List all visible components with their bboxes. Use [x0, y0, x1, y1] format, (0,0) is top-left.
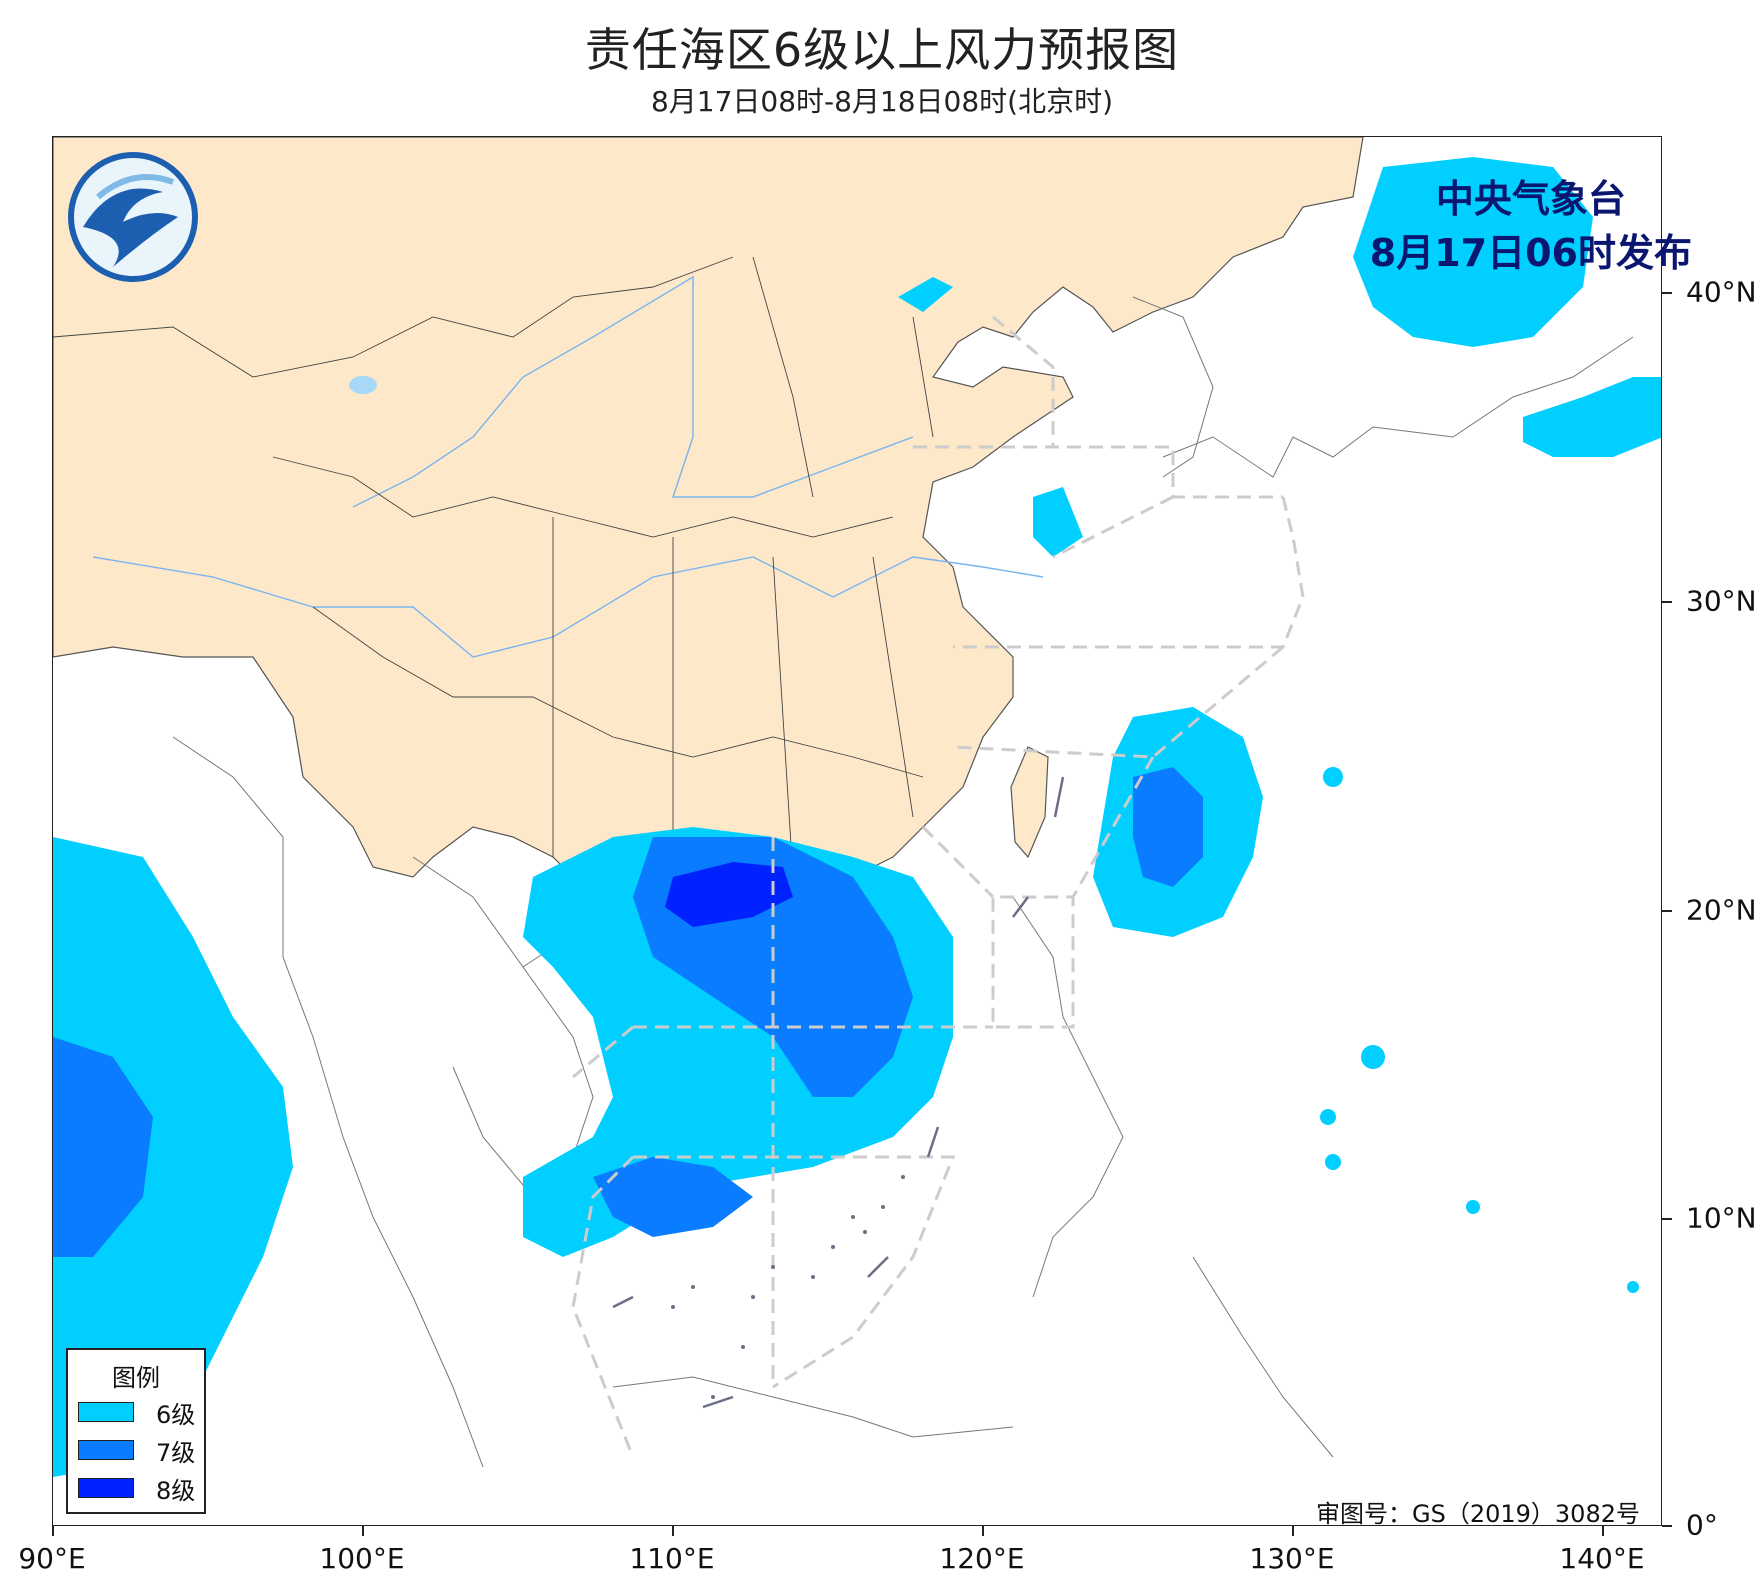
wind-area-level-8: [665, 862, 793, 927]
neighbor-coastlines: [172, 296, 1634, 1468]
province-boundaries: [53, 256, 934, 897]
y-tick-label: 30°N: [1686, 584, 1757, 618]
legend-label-level-8: 8级: [156, 1476, 196, 1505]
legend: 图例 6级 7级 8级: [66, 1348, 206, 1514]
y-tick-label: 20°N: [1686, 893, 1757, 927]
map-canvas: [53, 137, 1661, 1477]
y-tickmark: [1662, 292, 1672, 294]
publish-time: 8月17日06时发布: [1369, 231, 1692, 275]
x-tick-label: 120°E: [939, 1542, 1025, 1575]
wind-forecast-map: [52, 136, 1662, 1526]
yellow-river: [352, 275, 914, 508]
x-tick-label: 110°E: [629, 1542, 715, 1575]
approval-number: 审图号：GS（2019）3082号: [1316, 1500, 1640, 1528]
legend-item-level-6: 6级: [78, 1393, 204, 1431]
x-tickmark: [672, 1526, 674, 1536]
x-tickmark: [982, 1526, 984, 1536]
legend-item-level-8: 8级: [78, 1469, 204, 1507]
x-tickmark: [1602, 1526, 1604, 1536]
y-tick-label: 40°N: [1686, 275, 1757, 309]
legend-label-level-7: 7级: [156, 1438, 196, 1467]
south-china-sea-islands: [671, 1175, 905, 1399]
legend-swatch-level-6: [78, 1402, 134, 1422]
y-tickmark: [1662, 601, 1672, 603]
y-tickmark: [1662, 1525, 1672, 1527]
y-tick-label: 0°: [1686, 1508, 1718, 1542]
x-tick-label: 130°E: [1249, 1542, 1335, 1575]
legend-item-level-7: 7级: [78, 1431, 204, 1469]
china-land: [53, 137, 1364, 898]
legend-label-level-6: 6级: [156, 1400, 196, 1429]
y-tickmark: [1662, 1218, 1672, 1220]
x-tickmark: [52, 1526, 54, 1536]
sea-area-boundaries: [571, 315, 1305, 1458]
cma-logo-icon: [68, 152, 198, 282]
publisher-name: 中央气象台: [1435, 177, 1626, 221]
map-title: 责任海区6级以上风力预报图: [584, 23, 1180, 77]
taiwan-island: [1010, 746, 1049, 859]
x-tick-label: 140°E: [1559, 1542, 1645, 1575]
publisher-block: 中央气象台 8月17日06时发布: [1370, 172, 1692, 280]
x-tick-label: 90°E: [18, 1542, 86, 1575]
x-tickmark: [1292, 1526, 1294, 1536]
qinghai-lake: [349, 376, 377, 394]
legend-swatch-level-8: [78, 1478, 134, 1498]
x-tick-label: 100°E: [319, 1542, 405, 1575]
nine-dash-line: [612, 776, 1065, 1409]
y-tickmark: [1662, 910, 1672, 912]
forecast-period: 8月17日08时-8月18日08时(北京时): [650, 85, 1114, 118]
yangtze-river: [92, 556, 1044, 658]
x-tickmark: [362, 1526, 364, 1536]
y-tick-label: 10°N: [1686, 1201, 1757, 1235]
legend-title: 图例: [112, 1364, 160, 1392]
legend-swatch-level-7: [78, 1440, 134, 1460]
